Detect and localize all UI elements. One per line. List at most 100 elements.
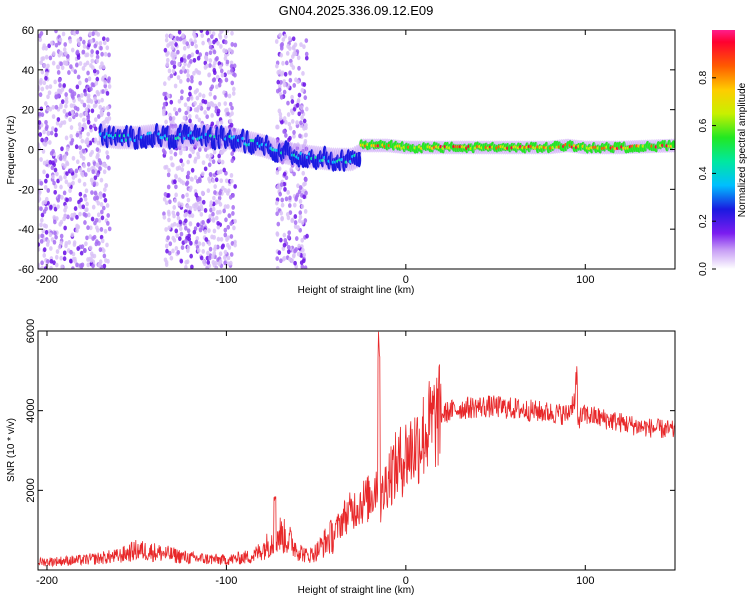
spectrogram-panel: -200 -100 0 100 60 40 20 0 -20 -40 -60 Height of … — [6, 25, 676, 296]
noise-point — [211, 178, 216, 184]
noise-point — [99, 108, 104, 114]
noise-point — [78, 167, 83, 173]
noise-point — [169, 73, 174, 79]
noise-point — [192, 229, 197, 235]
noise-point — [184, 181, 189, 187]
noise-point — [98, 40, 103, 46]
noise-point — [171, 55, 176, 61]
noise-point — [56, 117, 61, 122]
noise-point — [41, 56, 46, 61]
noise-point — [223, 72, 227, 78]
noise-point — [281, 37, 286, 42]
noise-point — [39, 206, 43, 212]
x-tick-label: 100 — [576, 575, 594, 587]
noise-point — [178, 78, 183, 84]
snr-x-axis: -200 -100 0 100 — [36, 331, 594, 587]
noise-point — [286, 190, 290, 195]
noise-point — [229, 60, 234, 66]
noise-point — [40, 212, 45, 218]
snr-panel: -200 -100 0 100 6000 4000 2000 Height of stra… — [6, 319, 676, 596]
noise-point — [219, 149, 223, 155]
noise-point — [292, 83, 297, 88]
noise-point — [58, 155, 63, 161]
noise-point — [205, 63, 209, 69]
noise-point — [193, 101, 197, 106]
noise-point — [106, 78, 111, 84]
noise-point — [288, 77, 293, 83]
noise-point — [79, 250, 84, 256]
noise-point — [183, 102, 188, 108]
noise-point — [176, 222, 180, 228]
noise-point — [40, 137, 44, 143]
y-tick-label: -60 — [18, 264, 34, 276]
noise-point — [92, 181, 97, 187]
noise-point — [217, 153, 221, 159]
noise-point — [230, 158, 235, 164]
noise-point — [226, 255, 231, 261]
noise-point — [284, 175, 289, 181]
noise-point — [83, 248, 87, 254]
noise-point — [188, 113, 192, 119]
noise-point — [203, 55, 208, 61]
noise-point — [274, 39, 279, 44]
noise-point — [70, 232, 75, 238]
noise-point — [188, 118, 192, 124]
noise-point — [55, 249, 60, 254]
noise-point — [196, 104, 201, 110]
noise-point — [58, 82, 62, 88]
noise-point — [213, 184, 217, 189]
colorbar-tick-label: 0.0 — [698, 262, 709, 276]
noise-point — [38, 242, 41, 247]
noise-point — [278, 115, 283, 121]
snr-y-label: SNR (10 * v/v) — [6, 418, 17, 482]
noise-point — [218, 169, 223, 175]
noise-point — [88, 234, 93, 240]
noise-point — [279, 210, 284, 216]
noise-point — [44, 54, 49, 60]
noise-point — [86, 131, 91, 137]
noise-point — [91, 263, 95, 269]
noise-point — [39, 180, 44, 186]
noise-point — [74, 168, 79, 174]
noise-point — [90, 253, 95, 259]
noise-point — [87, 97, 92, 103]
noise-point — [74, 144, 79, 150]
noise-point — [82, 163, 87, 169]
noise-point — [93, 117, 98, 123]
noise-point — [304, 51, 309, 57]
noise-point — [174, 174, 178, 180]
noise-point — [38, 120, 42, 125]
noise-point — [206, 188, 211, 194]
noise-point — [193, 175, 198, 180]
noise-point — [300, 109, 304, 114]
noise-point — [74, 112, 79, 118]
noise-point — [44, 45, 49, 51]
noise-point — [170, 223, 174, 228]
noise-point — [212, 228, 217, 234]
noise-point — [302, 44, 306, 50]
noise-point — [102, 36, 106, 42]
noise-point — [201, 93, 206, 99]
noise-point — [197, 70, 202, 76]
noise-point — [72, 240, 77, 246]
noise-point — [62, 47, 67, 52]
noise-point — [197, 176, 202, 182]
noise-point — [184, 264, 188, 269]
noise-point — [181, 33, 185, 39]
noise-point — [207, 228, 211, 234]
noise-point — [57, 194, 62, 200]
noise-point — [43, 137, 48, 143]
noise-point — [51, 51, 56, 56]
noise-point — [94, 30, 99, 36]
noise-point — [164, 262, 169, 268]
noise-point — [186, 159, 190, 165]
noise-point — [182, 53, 187, 59]
noise-point — [233, 184, 237, 189]
noise-point — [301, 71, 305, 76]
noise-point — [295, 102, 300, 108]
noise-point — [164, 119, 168, 125]
noise-point — [194, 239, 199, 245]
noise-point — [231, 91, 236, 96]
noise-point — [187, 233, 191, 239]
noise-point — [103, 74, 108, 80]
